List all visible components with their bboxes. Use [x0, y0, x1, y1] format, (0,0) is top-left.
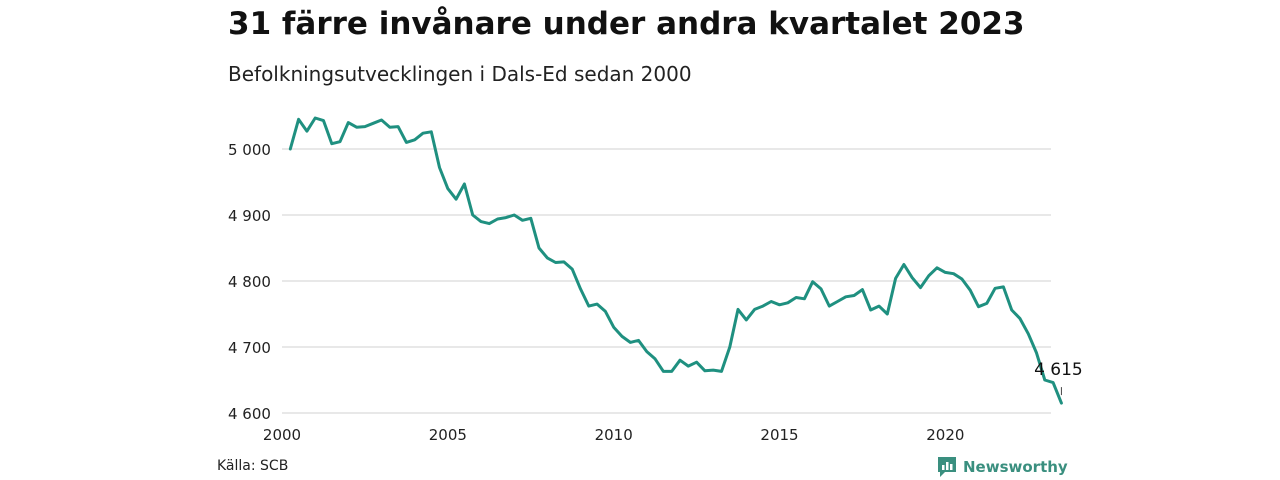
source-label: Källa: SCB: [217, 458, 289, 474]
y-tick-label: 5 000: [228, 141, 271, 159]
newsworthy-logo: Newsworthy: [937, 456, 1068, 478]
logo-text: Newsworthy: [963, 458, 1068, 476]
chart-subtitle: Befolkningsutvecklingen i Dals-Ed sedan …: [228, 62, 692, 86]
x-tick-label: 2015: [760, 426, 798, 444]
newsworthy-logo-icon: [938, 457, 956, 477]
y-tick-label: 4 600: [228, 405, 271, 423]
y-tick-label: 4 900: [228, 207, 271, 225]
end-value-label: 4 615: [1034, 360, 1083, 380]
y-tick-label: 4 700: [228, 339, 271, 357]
series-line: [288, 116, 1063, 405]
chart-title: 31 färre invånare under andra kvartalet …: [228, 6, 1025, 42]
x-tick-label: 2000: [263, 426, 301, 444]
x-tick-label: 2020: [926, 426, 964, 444]
x-tick-label: 2005: [429, 426, 467, 444]
y-tick-label: 4 800: [228, 273, 271, 291]
x-tick-label: 2010: [595, 426, 633, 444]
